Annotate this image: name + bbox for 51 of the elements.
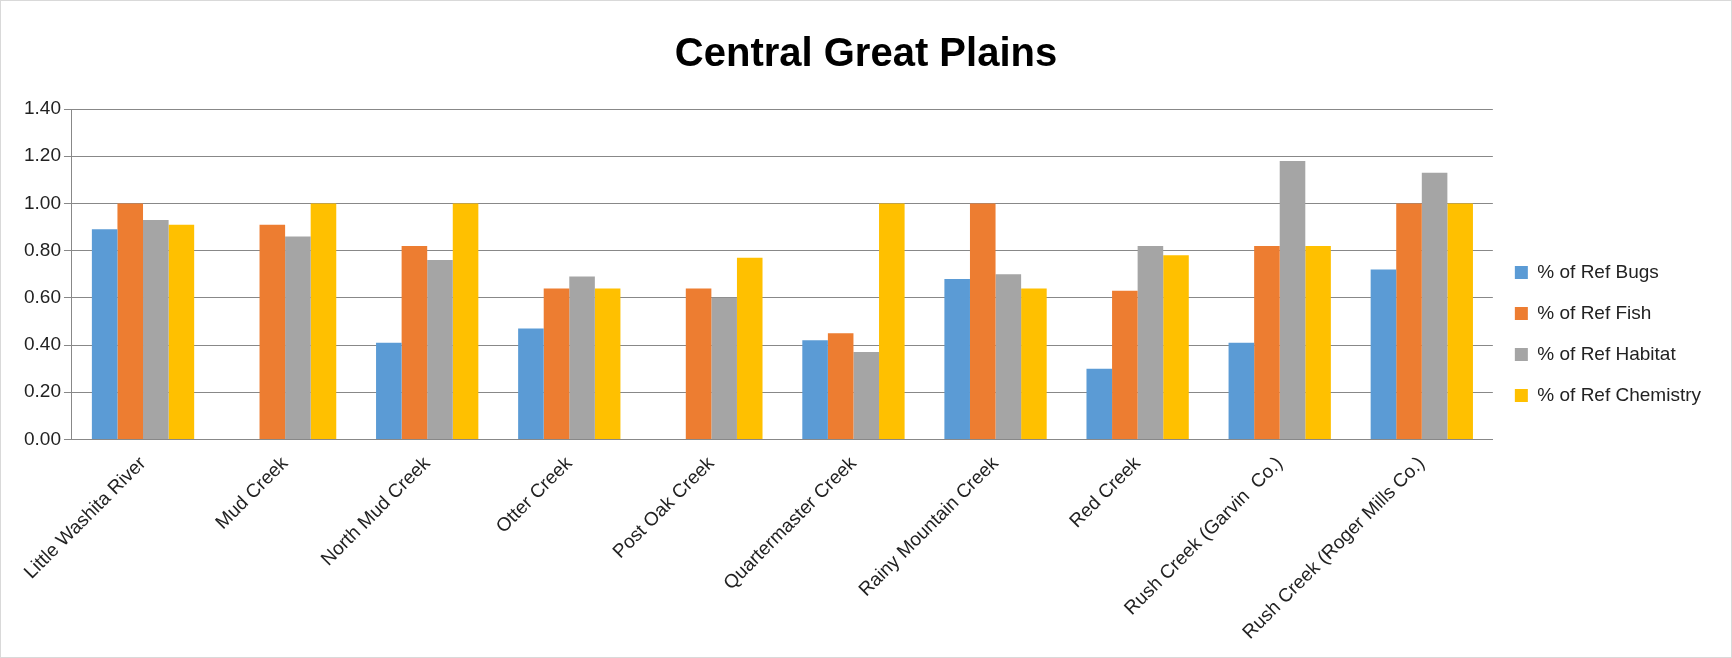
bar bbox=[1112, 290, 1138, 439]
y-tick-label: 0.40 bbox=[24, 333, 61, 355]
bar bbox=[1086, 368, 1113, 439]
bar bbox=[569, 276, 595, 439]
bar bbox=[711, 297, 737, 439]
bar bbox=[853, 352, 880, 439]
y-tick-label: 0.60 bbox=[24, 286, 61, 308]
bar bbox=[944, 278, 970, 439]
legend-label: % of Ref Bugs bbox=[1537, 260, 1659, 282]
bar bbox=[685, 288, 712, 439]
bar bbox=[827, 333, 854, 439]
bar bbox=[1021, 288, 1047, 439]
bar bbox=[401, 245, 428, 439]
bar bbox=[91, 229, 118, 439]
bar bbox=[1254, 245, 1280, 439]
bar bbox=[594, 288, 621, 439]
bar bbox=[1370, 269, 1397, 439]
y-tick-label: 0.20 bbox=[24, 380, 61, 402]
y-tick-label: 1.00 bbox=[24, 191, 61, 213]
bar bbox=[452, 203, 479, 439]
bar bbox=[1421, 172, 1448, 439]
bar bbox=[879, 203, 905, 439]
bar bbox=[1228, 342, 1255, 439]
chart-title: Central Great Plains bbox=[674, 30, 1058, 75]
bar bbox=[1447, 203, 1473, 439]
legend-label: % of Ref Habitat bbox=[1537, 342, 1677, 364]
bar bbox=[543, 288, 570, 439]
bar bbox=[376, 342, 402, 439]
bar bbox=[1279, 160, 1306, 439]
y-tick-label: 0.00 bbox=[24, 427, 61, 449]
y-tick-label: 1.20 bbox=[24, 144, 61, 166]
bar bbox=[1396, 203, 1422, 439]
bar bbox=[143, 219, 169, 439]
bar bbox=[310, 203, 337, 439]
bar bbox=[969, 203, 996, 439]
bar bbox=[285, 236, 311, 439]
bar bbox=[1305, 245, 1331, 439]
bar bbox=[1163, 255, 1189, 439]
bar bbox=[117, 203, 144, 439]
legend-label: % of Ref Chemistry bbox=[1537, 383, 1702, 405]
bar bbox=[427, 260, 453, 439]
y-tick-label: 1.40 bbox=[24, 97, 61, 119]
bar bbox=[736, 257, 763, 439]
bar bbox=[168, 224, 195, 439]
bar bbox=[259, 224, 286, 439]
y-tick-label: 0.80 bbox=[24, 238, 61, 260]
legend-label: % of Ref Fish bbox=[1537, 301, 1652, 323]
bar bbox=[802, 340, 828, 439]
bar bbox=[995, 274, 1022, 439]
bar bbox=[518, 328, 544, 439]
bar bbox=[1137, 245, 1164, 439]
